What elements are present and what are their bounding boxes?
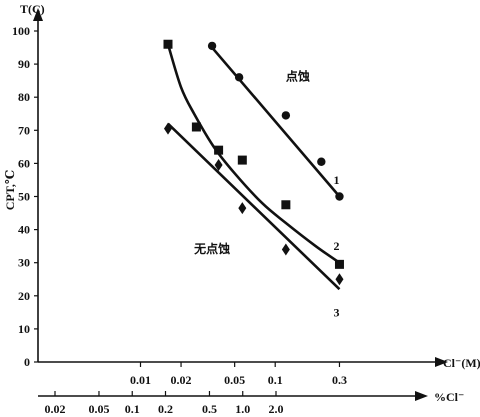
y-tick-label: 40	[18, 223, 30, 237]
x-molar-tick-label: 0.1	[268, 373, 283, 387]
series-3-point	[163, 122, 172, 135]
series-1: 1	[207, 41, 344, 201]
x-axis-molar-title: Cl⁻(M)	[443, 356, 480, 370]
x-axis-percent-title: %Cl⁻	[434, 390, 464, 404]
series-1-fit-line	[211, 46, 341, 198]
y-tick-label: 20	[18, 289, 30, 303]
y-tick-label: 90	[18, 57, 30, 71]
region-label-pitting: 点蚀	[286, 69, 310, 84]
y-tick-label: 70	[18, 123, 30, 137]
series-2-point	[214, 145, 224, 155]
series-3-point	[335, 273, 344, 286]
y-axis-title-top: T(C)	[20, 2, 45, 16]
series-1-point	[281, 111, 291, 120]
series-1-label: 1	[333, 173, 339, 187]
x-percent-tick-label: 0.5	[202, 402, 217, 416]
y-axis-title-side: CPT,℃	[3, 170, 17, 211]
series-3-point	[238, 202, 247, 215]
series-1-point	[335, 192, 344, 201]
series-3-point	[281, 243, 290, 256]
series-1-point	[234, 73, 244, 82]
x-axis-percent-arrow	[415, 391, 428, 401]
x-axis-arrow	[435, 357, 448, 367]
series-3-point	[214, 159, 223, 172]
x-percent-tick-label: 1.0	[235, 402, 250, 416]
x-molar-tick-label: 0.05	[224, 373, 245, 387]
series-2-point	[334, 259, 344, 269]
x-percent-tick-label: 0.02	[45, 402, 66, 416]
series-2-fit-curve	[166, 43, 341, 264]
ticks-layer: 0 10 20 30 40 50 60 70 80 90 100 0.01 0.02 0.05 0.1 0.3…	[12, 24, 347, 416]
series-3: 3	[163, 122, 344, 319]
y-tick-label: 50	[18, 190, 30, 204]
series-3-fit-line	[167, 122, 341, 291]
y-tick-label: 60	[18, 156, 30, 170]
y-tick-label: 80	[18, 90, 30, 104]
series-1-point	[207, 41, 217, 51]
x-percent-tick-label: 0.2	[158, 402, 173, 416]
x-molar-tick-label: 0.02	[171, 373, 192, 387]
y-tick-label: 0	[24, 355, 30, 369]
x-percent-tick-label: 2.0	[269, 402, 284, 416]
series-1-point	[317, 157, 326, 166]
series-2-point	[237, 155, 247, 165]
series-2-point	[163, 39, 173, 49]
series-layer: 1 2 3	[163, 39, 344, 319]
region-label-no-pitting: 无点蚀	[193, 241, 230, 256]
x-molar-tick-label: 0.01	[130, 373, 151, 387]
y-tick-label: 30	[18, 256, 30, 270]
series-2-point	[281, 200, 291, 210]
series-3-label: 3	[333, 305, 339, 319]
y-tick-label: 100	[12, 24, 30, 38]
series-2-point	[191, 122, 201, 132]
series-2-label: 2	[333, 239, 339, 253]
series-2: 2	[163, 39, 344, 269]
x-molar-tick-label: 0.3	[332, 373, 347, 387]
y-axis-arrow	[33, 8, 43, 21]
x-percent-tick-label: 0.05	[88, 402, 109, 416]
y-tick-label: 10	[18, 322, 30, 336]
x-percent-tick-label: 0.1	[125, 402, 140, 416]
